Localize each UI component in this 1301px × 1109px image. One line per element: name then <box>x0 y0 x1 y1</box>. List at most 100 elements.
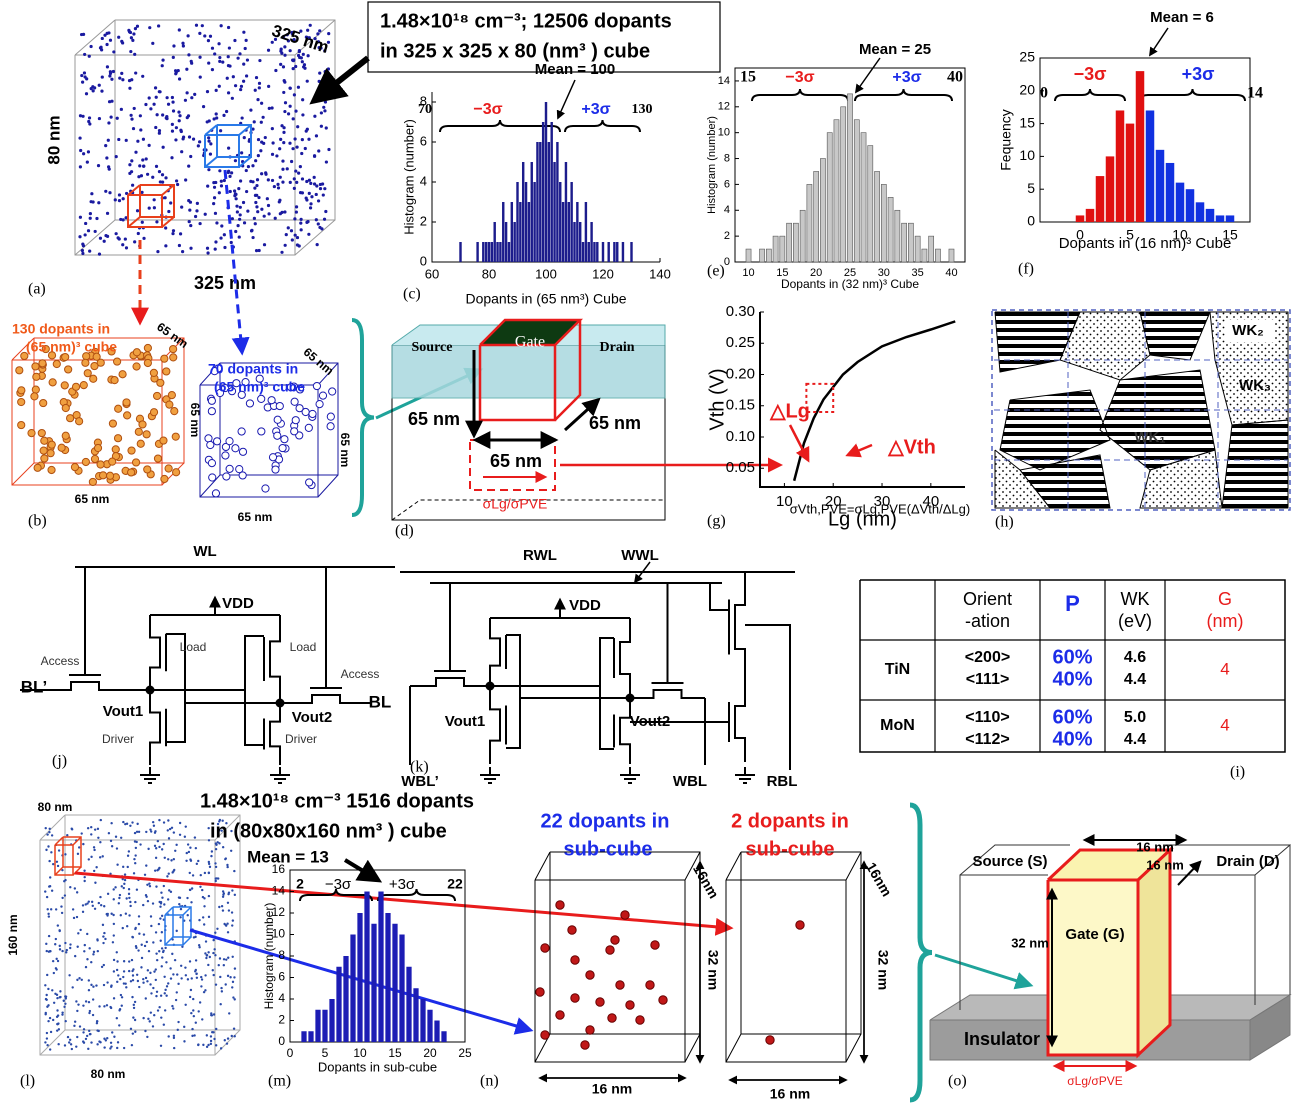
dopant <box>143 933 145 935</box>
x-tick-label: 40 <box>945 267 957 279</box>
dopant <box>133 1007 135 1009</box>
bar <box>847 94 852 262</box>
dopant <box>208 397 215 404</box>
bar <box>522 162 524 262</box>
dopant <box>187 914 189 916</box>
label: 16nm <box>690 862 722 902</box>
label: σLg/σPVE <box>483 496 548 512</box>
dopant <box>173 831 175 833</box>
bar <box>485 242 487 262</box>
bar <box>519 202 521 262</box>
dopant <box>130 1028 132 1030</box>
dopant <box>161 947 163 949</box>
dopant <box>48 935 50 937</box>
cube-edge <box>75 55 295 255</box>
bar <box>493 222 495 262</box>
bar <box>588 242 590 262</box>
label: Vout2 <box>630 713 671 730</box>
dopant <box>112 50 115 53</box>
dopant <box>258 395 265 402</box>
dopant <box>97 164 100 167</box>
dopant <box>68 1041 70 1043</box>
dopant <box>233 870 235 872</box>
dopant <box>108 832 110 834</box>
dopant <box>162 146 165 149</box>
dopant <box>171 1005 173 1007</box>
dopant <box>282 65 285 68</box>
dopant <box>92 1014 94 1016</box>
dopant <box>88 900 90 902</box>
x-tick-label: 20 <box>423 1046 437 1060</box>
dopant <box>259 149 262 152</box>
dopant <box>145 997 147 999</box>
dopant <box>304 147 307 150</box>
dopant <box>319 183 322 186</box>
dopant <box>59 996 61 998</box>
bar <box>1186 189 1195 222</box>
dopant <box>102 942 104 944</box>
dopant <box>155 220 158 223</box>
dopant <box>152 902 154 904</box>
bar <box>570 182 572 262</box>
dopant <box>123 883 125 885</box>
dopant <box>289 181 292 184</box>
dopant <box>307 54 310 57</box>
dopant <box>57 865 59 867</box>
dopant <box>204 213 207 216</box>
dopant <box>238 428 245 435</box>
dopant <box>146 941 148 943</box>
dopant <box>72 908 74 910</box>
dopant <box>236 466 243 473</box>
dopant <box>110 822 112 824</box>
dopant <box>71 1048 73 1050</box>
dopant <box>44 984 46 986</box>
dopant <box>227 55 230 58</box>
dopant <box>188 209 191 212</box>
label: VDD <box>222 595 254 612</box>
dopant <box>167 1035 169 1037</box>
dopant <box>116 981 118 983</box>
table-header: (eV) <box>1118 611 1152 631</box>
dopant <box>214 862 216 864</box>
dopant <box>79 929 81 931</box>
dopant <box>207 168 210 171</box>
dopant <box>236 57 239 60</box>
dopant <box>255 184 258 187</box>
dopant <box>268 107 271 110</box>
dopant <box>171 871 173 873</box>
dopant <box>201 1018 203 1020</box>
dopant <box>220 224 223 227</box>
dopant <box>124 823 126 825</box>
dopant <box>220 1047 222 1049</box>
bar <box>820 159 825 262</box>
label: 16nm <box>863 860 895 900</box>
dopant <box>104 190 107 193</box>
dopant <box>80 74 83 77</box>
dopant <box>222 846 224 848</box>
label: Vout1 <box>103 703 144 720</box>
dopant <box>253 187 256 190</box>
dopant <box>138 986 140 988</box>
dopant <box>212 952 214 954</box>
dopant <box>106 65 109 68</box>
dopant <box>87 827 89 829</box>
dopant <box>50 908 52 910</box>
dopant <box>112 70 115 73</box>
dopant <box>189 224 192 227</box>
dopant <box>47 1020 49 1022</box>
dopant <box>118 77 121 80</box>
annotation: −3σ <box>473 101 502 118</box>
dopant <box>193 93 196 96</box>
dopant <box>189 960 191 962</box>
dopant <box>255 76 258 79</box>
dopant <box>128 163 131 166</box>
dopant <box>136 831 138 833</box>
dopant <box>239 206 242 209</box>
dopant <box>257 138 260 141</box>
dopant <box>74 1020 76 1022</box>
dopant <box>131 184 134 187</box>
dopant <box>75 1000 77 1002</box>
label: 22 dopants in <box>541 810 670 832</box>
dopant <box>219 236 222 239</box>
bar <box>392 924 397 1042</box>
